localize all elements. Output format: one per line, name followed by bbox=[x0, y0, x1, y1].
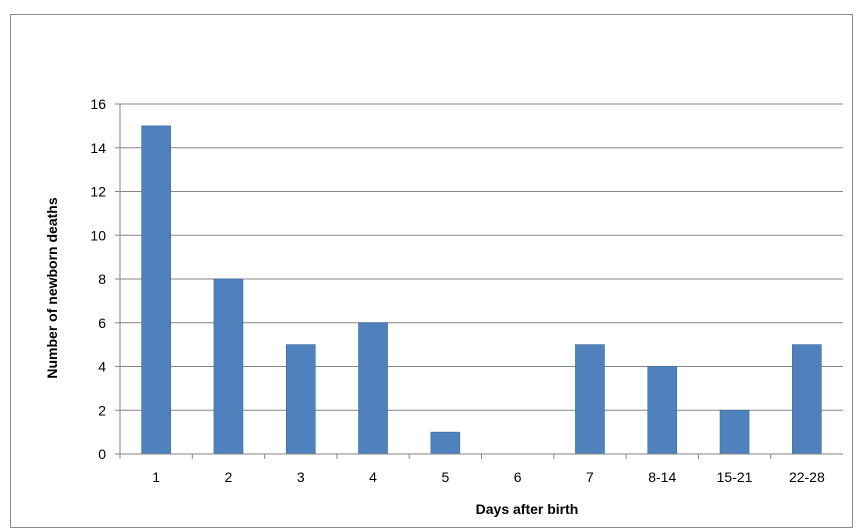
bar-22-28 bbox=[792, 344, 822, 455]
bar-15-21 bbox=[719, 409, 750, 455]
y-tick-label: 12 bbox=[90, 184, 106, 200]
y-tick-label: 16 bbox=[90, 96, 106, 112]
x-tick-label: 6 bbox=[514, 469, 522, 485]
x-tick-label: 22-28 bbox=[789, 469, 825, 485]
x-tick-labels: 1 2 3 4 5 6 7 8-14 15-21 22-28 bbox=[152, 469, 825, 485]
x-tick-label: 3 bbox=[297, 469, 305, 485]
y-tick-label: 10 bbox=[90, 227, 106, 243]
x-axis-title: Days after birth bbox=[476, 501, 579, 517]
y-tick-label: 14 bbox=[90, 140, 106, 156]
y-tick-label: 4 bbox=[98, 359, 106, 375]
bar-3 bbox=[285, 344, 316, 455]
bar-8-14 bbox=[647, 366, 678, 455]
x-tick-label: 7 bbox=[586, 469, 594, 485]
axes bbox=[119, 104, 843, 455]
bar-1 bbox=[141, 125, 171, 455]
x-tick-label: 2 bbox=[225, 469, 233, 485]
x-tick-label: 1 bbox=[152, 469, 160, 485]
x-tick-label: 15-21 bbox=[717, 469, 753, 485]
y-tick-label: 0 bbox=[98, 446, 106, 462]
x-tick-label: 8-14 bbox=[648, 469, 676, 485]
bars bbox=[141, 125, 822, 455]
y-tick-labels: 0 2 4 6 8 10 12 14 16 bbox=[90, 96, 106, 462]
bar-4 bbox=[358, 322, 388, 455]
x-tick-label: 5 bbox=[441, 469, 449, 485]
x-tick-label: 4 bbox=[369, 469, 377, 485]
y-axis-title: Number of newborn deaths bbox=[44, 197, 60, 378]
y-tick-label: 6 bbox=[98, 315, 106, 331]
y-tick-label: 2 bbox=[98, 402, 106, 418]
bar-2 bbox=[213, 278, 244, 455]
y-tick-label: 8 bbox=[98, 271, 106, 287]
bar-5 bbox=[430, 431, 461, 455]
bar-7 bbox=[575, 344, 605, 455]
